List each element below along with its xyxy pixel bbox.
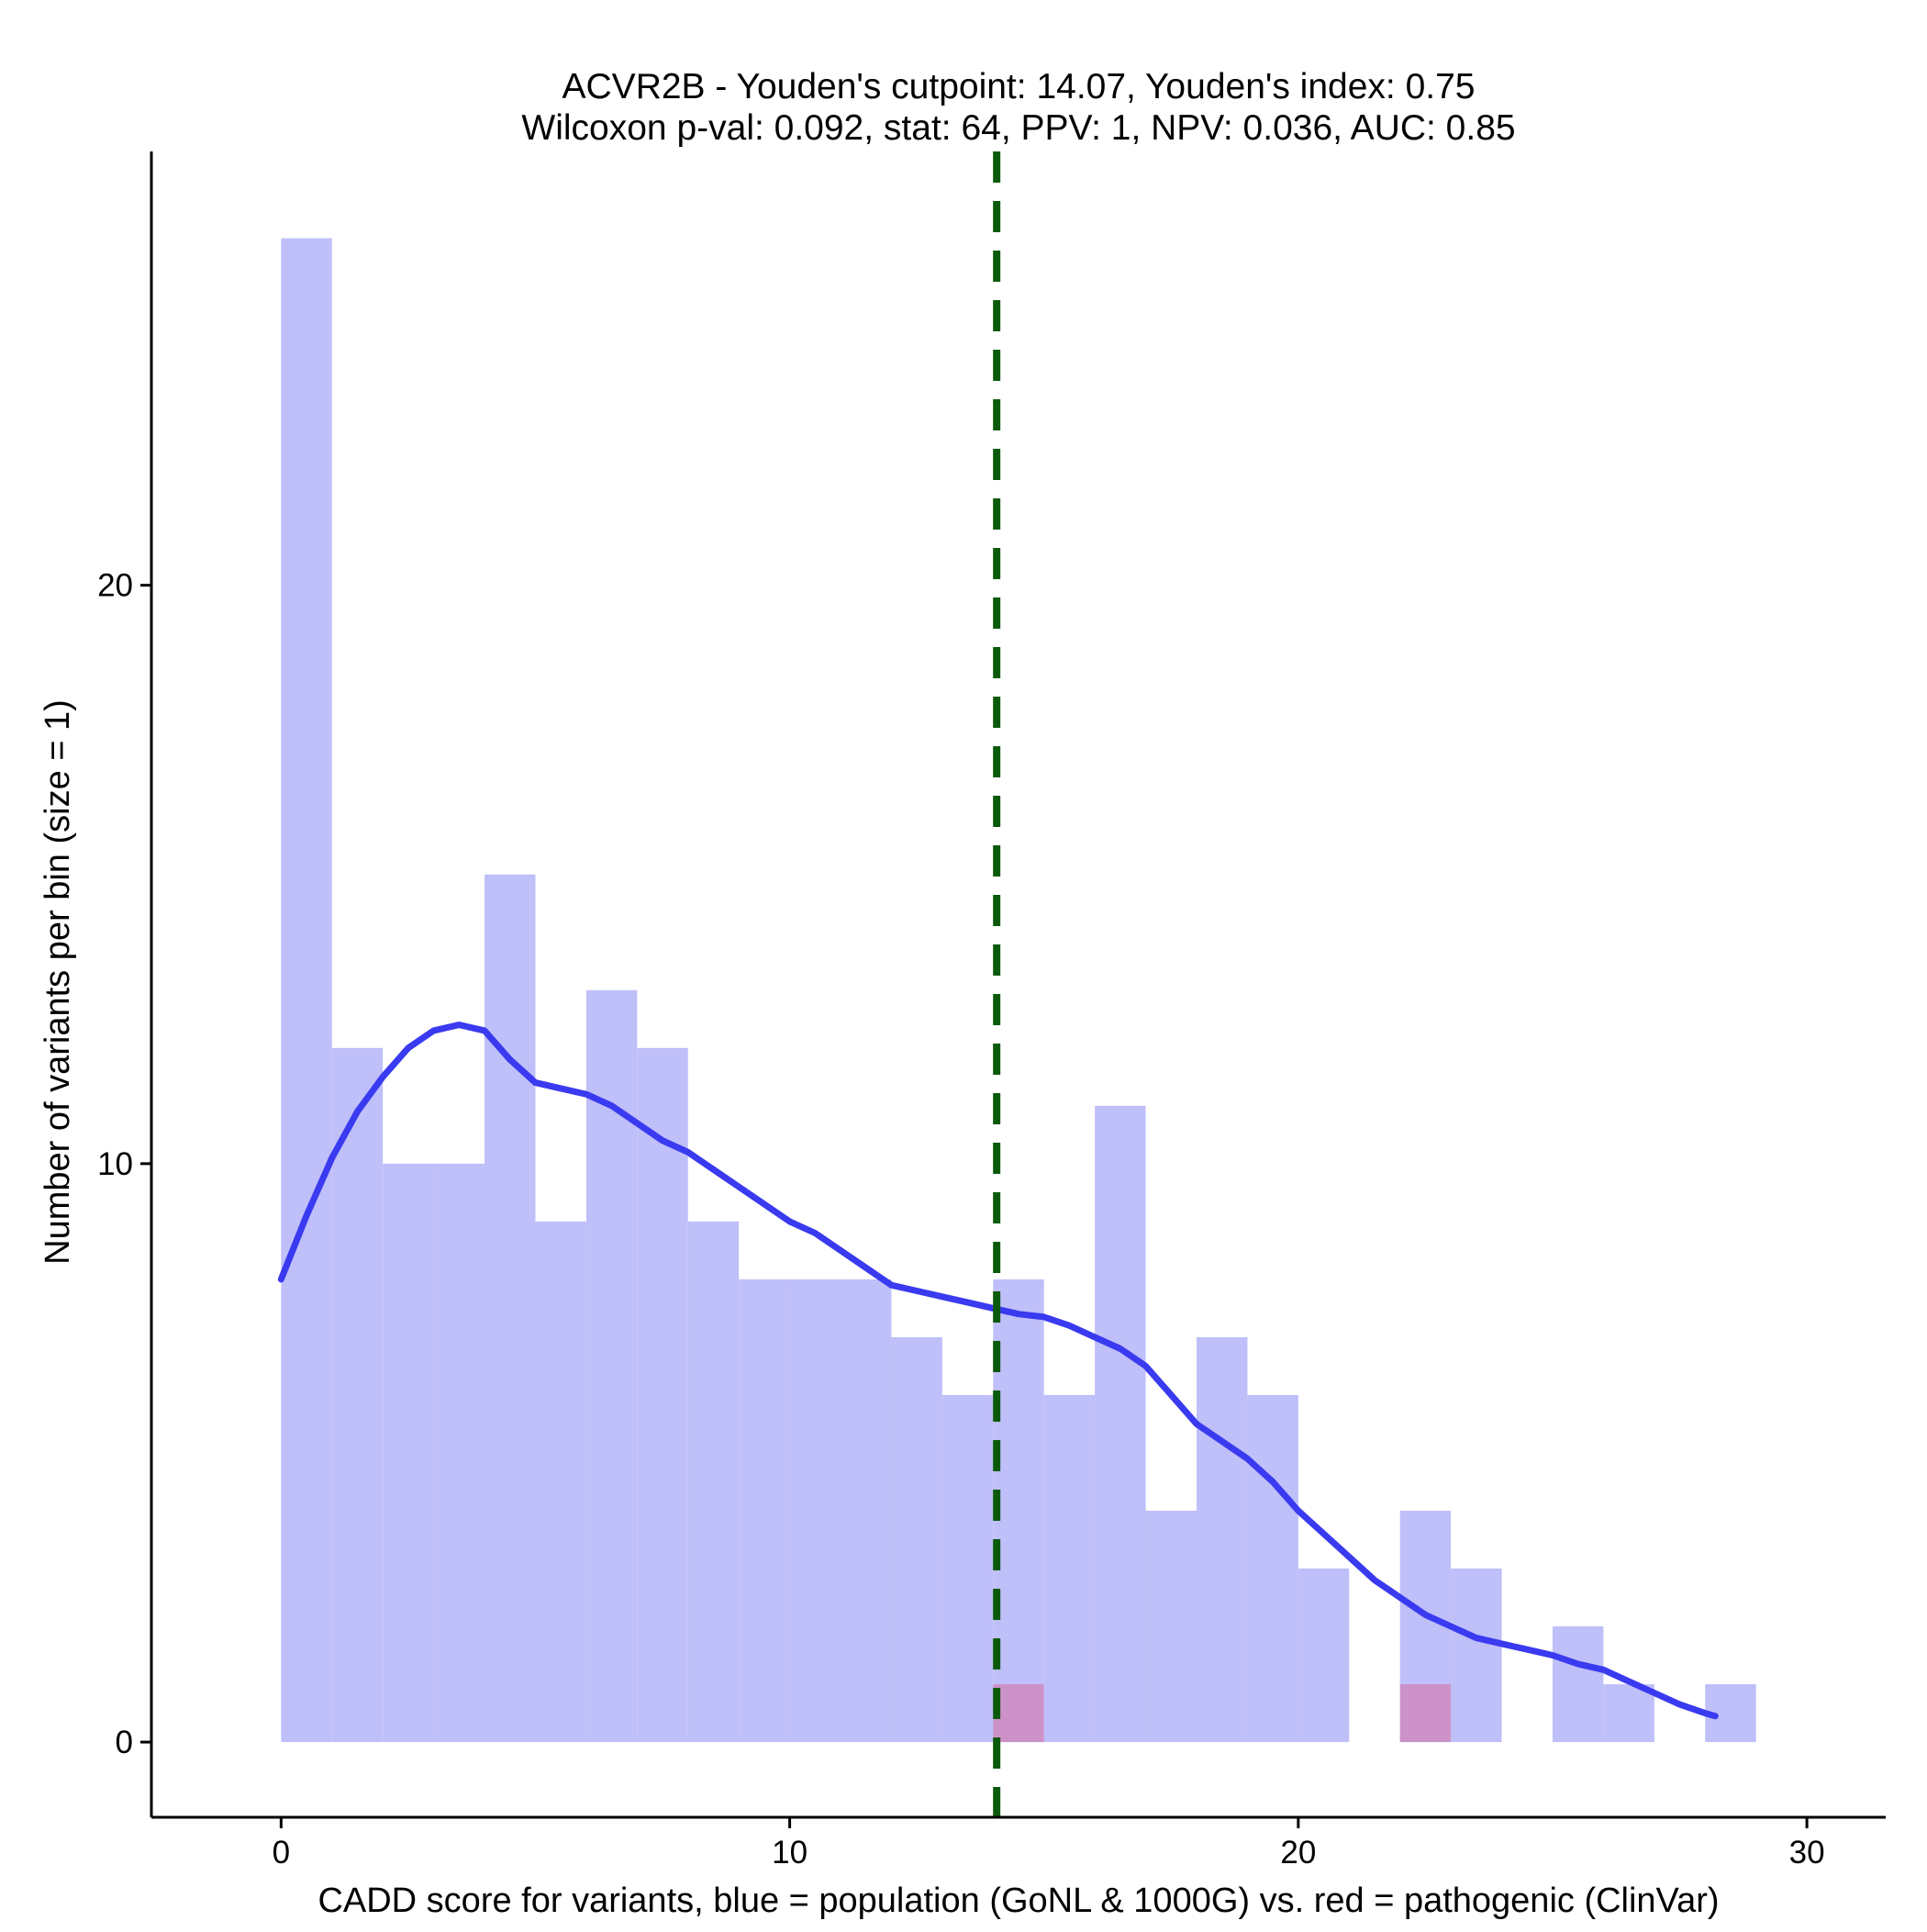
population-bar-5 bbox=[535, 1221, 586, 1743]
population-bar-26 bbox=[1603, 1684, 1654, 1743]
population-bar-4 bbox=[485, 874, 536, 1743]
population-bar-1 bbox=[331, 1047, 384, 1743]
population-bar-10 bbox=[789, 1279, 841, 1743]
population-bar-7 bbox=[637, 1047, 688, 1743]
x-tick-label: 20 bbox=[1280, 1835, 1316, 1871]
population-bar-23 bbox=[1451, 1569, 1502, 1743]
y-tick-label: 20 bbox=[97, 568, 133, 604]
y-axis-label: Number of variants per bin (size = 1) bbox=[39, 699, 77, 1265]
population-bar-2 bbox=[383, 1163, 434, 1743]
x-tick-label: 10 bbox=[772, 1835, 808, 1871]
population-bar-18 bbox=[1196, 1336, 1248, 1743]
population-bar-13 bbox=[941, 1394, 994, 1743]
x-tick-label: 30 bbox=[1789, 1835, 1825, 1871]
pathogenic-bar-22 bbox=[1399, 1684, 1452, 1743]
population-bar-19 bbox=[1247, 1394, 1298, 1743]
pathogenic-bar-14 bbox=[993, 1684, 1044, 1743]
population-bar-25 bbox=[1552, 1626, 1604, 1743]
population-bar-20 bbox=[1298, 1569, 1350, 1743]
pathogenic-bars bbox=[993, 1684, 1452, 1743]
population-bar-3 bbox=[433, 1163, 485, 1743]
population-bar-16 bbox=[1095, 1105, 1146, 1743]
y-tick-label: 0 bbox=[116, 1725, 133, 1760]
population-bar-12 bbox=[891, 1336, 942, 1743]
y-tick-label: 10 bbox=[97, 1146, 133, 1182]
population-bar-9 bbox=[739, 1279, 790, 1743]
population-bar-8 bbox=[687, 1221, 740, 1743]
x-axis-ticks: 0 10 20 30 bbox=[273, 1817, 1825, 1871]
y-axis-ticks: 0 10 20 bbox=[97, 568, 151, 1760]
population-bar-15 bbox=[1043, 1394, 1096, 1743]
population-bar-14 bbox=[993, 1279, 1044, 1743]
population-bar-17 bbox=[1145, 1510, 1197, 1743]
x-axis-label: CADD score for variants, blue = populati… bbox=[317, 1882, 1719, 1920]
chart-title-line2: Wilcoxon p-val: 0.092, stat: 64, PPV: 1,… bbox=[521, 108, 1515, 148]
population-bars bbox=[281, 238, 1756, 1743]
population-bar-0 bbox=[281, 238, 332, 1743]
chart-title-line1: ACVR2B - Youden's cutpoint: 14.07, Youde… bbox=[563, 67, 1476, 106]
x-tick-label: 0 bbox=[273, 1835, 290, 1871]
density-curve bbox=[277, 1022, 1719, 1720]
population-bar-11 bbox=[841, 1279, 892, 1743]
